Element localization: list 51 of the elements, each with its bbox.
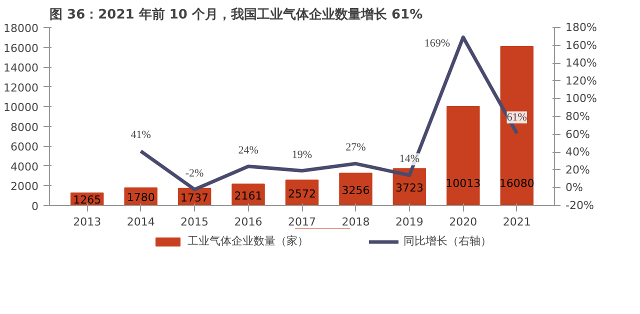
x-tick-label: 2019	[395, 216, 424, 228]
y-tick-label: 10000	[4, 101, 39, 114]
bar	[446, 106, 480, 206]
x-tick-label: 2020	[449, 216, 478, 228]
y2-tick-label: 40%	[566, 146, 590, 159]
data-label: 3723	[395, 182, 424, 195]
data-label: 2572	[288, 187, 316, 200]
data-label: -2%	[185, 167, 204, 180]
x-tick-label: 2017	[288, 216, 316, 228]
y2-tick-label: 0%	[566, 181, 583, 194]
legend-label: 同比增长（右轴）	[404, 234, 492, 248]
data-label: 10013	[446, 176, 481, 190]
data-label: 41%	[130, 129, 151, 142]
y-tick-label: 2000	[10, 180, 39, 194]
y2-tick-label: 80%	[566, 110, 590, 123]
y2-tick-label: 160%	[566, 38, 597, 52]
bar	[500, 46, 534, 206]
y2-tick-label: 140%	[566, 56, 597, 70]
data-label: 1780	[126, 191, 155, 204]
data-label: 169%	[424, 37, 450, 50]
y-tick-label: 4000	[10, 160, 39, 174]
y2-tick-label: 20%	[566, 163, 590, 176]
data-label: 24%	[238, 144, 258, 156]
y2-tick-label: -20%	[566, 199, 594, 212]
data-label: 3256	[342, 184, 370, 197]
y2-tick-label: 60%	[566, 128, 590, 141]
data-label: 19%	[292, 148, 312, 161]
x-tick-label: 2014	[126, 216, 155, 228]
x-tick-label: 2016	[234, 216, 262, 228]
data-label: 1737	[180, 191, 209, 204]
data-label: 2161	[234, 189, 262, 202]
y-tick-label: 6000	[10, 140, 39, 154]
y-tick-label: 16000	[4, 42, 39, 55]
y-tick-label: 0	[32, 200, 38, 213]
x-tick-label: 2018	[342, 216, 370, 228]
x-tick-label: 2013	[73, 216, 102, 228]
x-tick-label: 2021	[502, 216, 531, 228]
y-tick-label: 18000	[4, 22, 39, 35]
y2-tick-label: 120%	[566, 74, 597, 88]
y-tick-label: 12000	[4, 81, 39, 94]
y2-tick-label: 180%	[566, 21, 597, 34]
data-label: 1265	[73, 194, 102, 207]
data-label: 27%	[346, 142, 366, 154]
chart-title: 图 36：2021 年前 10 个月，我国工业气体企业数量增长 61%	[50, 6, 423, 22]
legend-label: 工业气体企业数量（家）	[188, 234, 308, 248]
data-label: 14%	[399, 153, 420, 166]
y-tick-label: 14000	[4, 62, 39, 75]
x-tick-label: 2015	[180, 216, 209, 228]
data-label: 61%	[506, 111, 527, 124]
y2-tick-label: 100%	[566, 92, 597, 106]
y-tick-label: 8000	[10, 120, 39, 134]
